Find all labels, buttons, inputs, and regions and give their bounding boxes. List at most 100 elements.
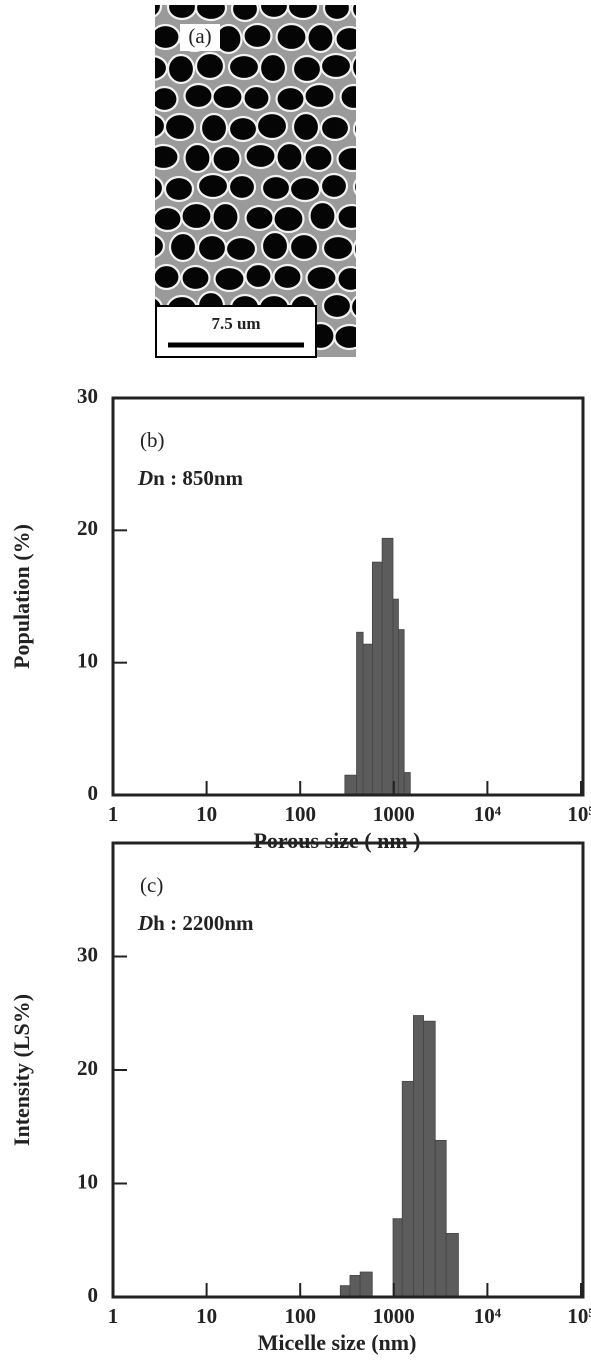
panel-label: (b) <box>140 428 165 452</box>
pore <box>288 232 320 262</box>
pore <box>366 205 396 231</box>
bar <box>423 1020 436 1298</box>
pore <box>155 143 180 171</box>
pore <box>336 145 356 173</box>
y-tick-label: 30 <box>77 942 98 966</box>
annotation-text: h : 2200nm <box>153 911 254 935</box>
pore <box>371 324 397 352</box>
bar <box>356 631 364 796</box>
pore <box>288 175 322 203</box>
y-tick-label: 0 <box>88 781 99 805</box>
pore <box>333 323 356 351</box>
pore <box>291 111 321 143</box>
pore <box>334 25 356 53</box>
pore <box>163 112 197 142</box>
pore <box>352 239 356 259</box>
pore <box>272 204 305 234</box>
x-tick-label: 100 <box>284 1304 316 1328</box>
pore <box>166 53 196 85</box>
pore <box>166 5 198 21</box>
y-tick-label: 20 <box>77 516 98 540</box>
pore <box>213 265 246 293</box>
pore <box>163 175 195 203</box>
pore <box>303 143 334 173</box>
pore <box>352 120 356 138</box>
bar <box>445 1233 459 1298</box>
pore <box>275 22 308 52</box>
pore <box>258 5 290 20</box>
pore <box>211 83 244 111</box>
pore <box>352 179 356 195</box>
pore <box>227 115 259 143</box>
pore <box>194 5 228 22</box>
panel-label: (a) <box>188 24 211 48</box>
x-tick-label: 10 <box>196 802 217 826</box>
pore <box>303 82 336 110</box>
annotation-text: n : 850nm <box>153 466 243 490</box>
x-tick-label: 1000 <box>373 802 415 826</box>
pore <box>306 22 335 54</box>
bar <box>359 1271 373 1298</box>
pore <box>155 85 179 113</box>
pore <box>336 265 356 293</box>
pore <box>211 144 242 174</box>
x-axis-label: Micelle size (nm) <box>258 1330 417 1355</box>
pore <box>286 5 320 21</box>
pore <box>230 5 260 23</box>
label-box <box>180 24 220 51</box>
pore <box>336 203 356 231</box>
pore <box>260 174 292 202</box>
y-tick-label: 10 <box>77 1169 98 1193</box>
pore <box>319 52 353 80</box>
bar <box>371 561 383 796</box>
pore <box>183 82 214 110</box>
bar <box>381 537 394 796</box>
bar <box>401 1080 414 1298</box>
x-tick-label: 10⁵ <box>567 802 591 826</box>
pore <box>196 172 230 200</box>
pore <box>242 22 273 50</box>
pore <box>260 230 290 262</box>
pore <box>258 52 288 84</box>
sem-image <box>155 5 399 357</box>
bar <box>434 1139 447 1298</box>
y-tick-label: 30 <box>77 384 98 408</box>
pore <box>180 201 213 231</box>
pore <box>275 141 304 173</box>
x-tick-label: 100 <box>284 802 316 826</box>
panel-label: (c) <box>140 873 163 897</box>
pore <box>321 292 353 320</box>
pore <box>155 55 169 81</box>
pore <box>199 112 229 144</box>
pore <box>350 5 356 19</box>
pore <box>168 231 198 263</box>
annotation-symbol: D <box>137 466 153 490</box>
pore <box>183 142 212 174</box>
pore <box>244 204 275 232</box>
bar <box>398 629 405 796</box>
pore <box>369 142 395 170</box>
pore <box>227 53 261 81</box>
x-tick-label: 1000 <box>373 1304 415 1328</box>
plot-frame <box>111 396 585 797</box>
y-tick-label: 10 <box>77 648 98 672</box>
pore <box>244 142 277 170</box>
pore <box>272 263 303 291</box>
pore <box>275 85 306 113</box>
pore <box>369 23 399 49</box>
pore <box>371 264 399 288</box>
pore <box>244 262 273 290</box>
bar <box>403 772 411 796</box>
pore <box>305 264 338 292</box>
annotation: Dn : 850nm <box>137 466 244 490</box>
pore <box>339 83 356 111</box>
pore <box>319 172 349 200</box>
annotation: Dh : 2200nm <box>137 911 254 935</box>
pore <box>211 201 240 233</box>
bar <box>344 774 357 796</box>
pore <box>155 23 181 51</box>
bar <box>362 643 373 796</box>
pore <box>350 55 356 79</box>
pore <box>255 111 289 141</box>
